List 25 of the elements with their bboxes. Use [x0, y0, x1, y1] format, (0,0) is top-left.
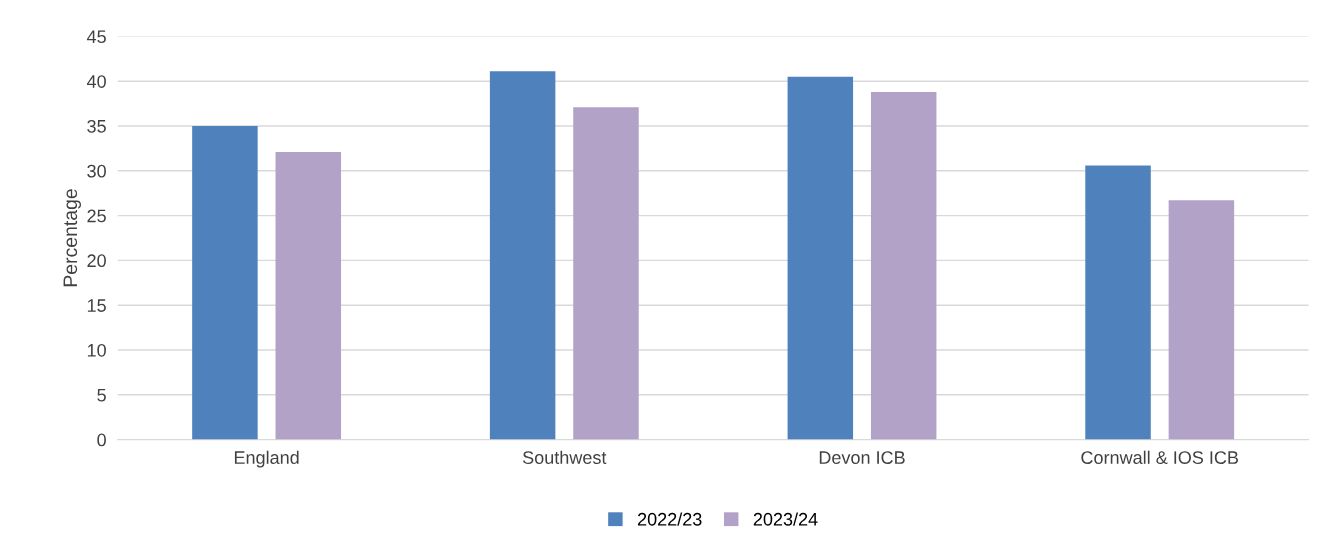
bar: [1085, 165, 1151, 440]
legend-label: 2023/24: [753, 512, 818, 526]
bar: [573, 107, 639, 440]
y-tick-label: 15: [87, 299, 106, 312]
y-tick-label: 20: [87, 254, 106, 268]
y-tick-label: 25: [87, 209, 106, 223]
y-tick-label: 45: [86, 30, 106, 44]
bar: [870, 91, 937, 440]
y-tick-label: 5: [97, 388, 106, 402]
y-tick-label: 0: [97, 433, 106, 447]
y-tick-label: 30: [87, 164, 106, 178]
bar: [787, 76, 854, 440]
x-tick-label: England: [234, 450, 299, 468]
x-tick-label: Southwest: [522, 450, 607, 464]
y-tick-label: 35: [87, 119, 106, 133]
x-tick-label: Devon ICB: [819, 451, 905, 464]
y-tick-label: 40: [86, 75, 106, 88]
bar: [192, 126, 258, 440]
legend-label: 2022/23: [637, 512, 702, 526]
y-axis-title: Percentage: [63, 189, 81, 287]
bar: [489, 71, 556, 440]
x-tick-label: Cornwall & IOS ICB: [1081, 450, 1239, 464]
bar: [275, 151, 342, 440]
y-tick-label: 10: [87, 343, 106, 357]
bar: [1168, 200, 1235, 440]
